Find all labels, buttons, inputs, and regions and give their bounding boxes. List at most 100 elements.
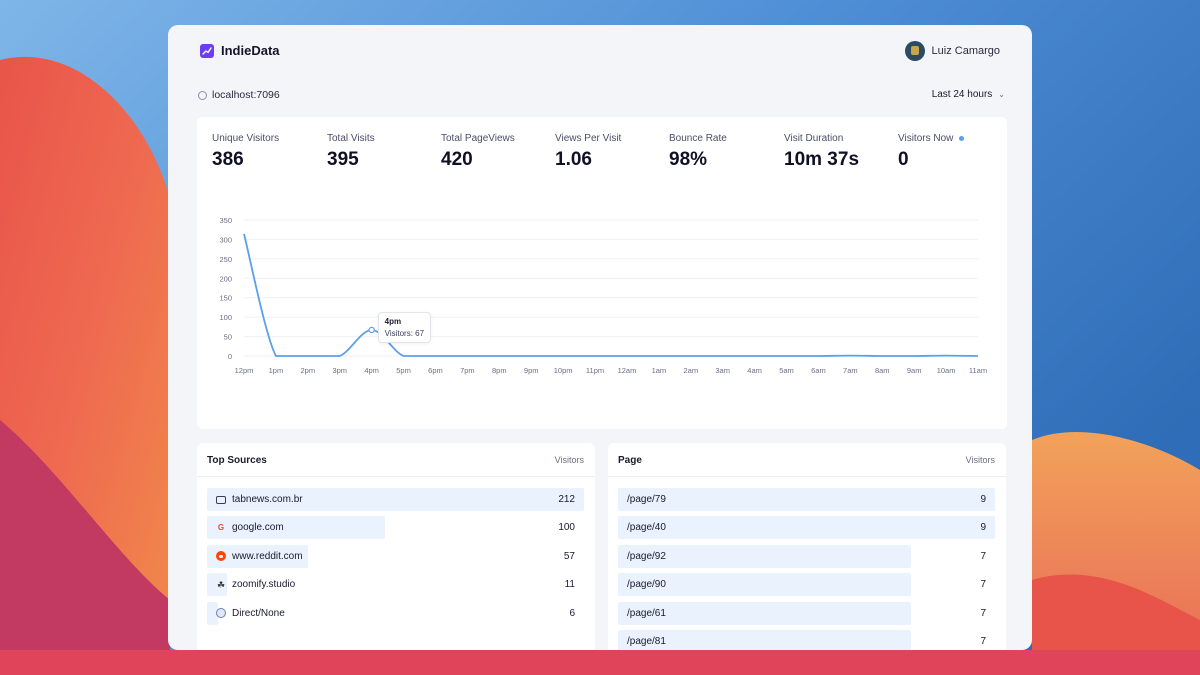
row-label: /page/61 (627, 608, 666, 619)
kpi-views-per-visit[interactable]: Views Per Visit 1.06 (555, 133, 621, 171)
list-item[interactable]: /page/79 9 (618, 488, 995, 511)
date-range-label: Last 24 hours (931, 89, 993, 100)
list-item[interactable]: ☘ zoomify.studio 11 (207, 573, 584, 597)
kpi-label: Views Per Visit (555, 133, 622, 144)
live-dot-icon (959, 136, 965, 141)
row-value: 11 (564, 579, 575, 591)
x-tick-label: 1am (652, 366, 667, 375)
site-name: localhost:7096 (212, 89, 280, 101)
list-item[interactable]: /page/92 7 (618, 544, 995, 568)
panel-title: Page (618, 455, 642, 466)
kpi-value: 98% (669, 149, 708, 170)
row-value: 100 (558, 522, 575, 534)
row-value: 7 (980, 635, 986, 647)
y-tick-label: 350 (219, 216, 232, 225)
list-item[interactable]: Direct/None 6 (207, 601, 584, 625)
stats-card: Unique Visitors 386 Total Visits 395 Tot… (197, 117, 1007, 429)
x-tick-label: 10pm (554, 366, 573, 375)
kpi-value: 395 (327, 149, 359, 170)
row-value: 212 (558, 494, 575, 505)
kpi-label-text: Visitors Now (898, 133, 954, 144)
x-tick-label: 11pm (586, 366, 604, 375)
row-label-text: /page/79 (627, 494, 666, 505)
panel-header: Page Visitors (608, 443, 1006, 477)
data-point[interactable] (368, 326, 375, 334)
kpi-unique-visitors[interactable]: Unique Visitors 386 (212, 133, 279, 171)
chevron-down-icon: ⌄ (998, 90, 1005, 99)
x-tick-label: 11am (969, 366, 987, 375)
row-bar (618, 544, 912, 568)
x-tick-label: 4pm (364, 366, 379, 375)
x-tick-label: 9pm (524, 366, 539, 375)
browser-tab-icon (216, 495, 226, 504)
list-item[interactable]: /page/61 7 (618, 601, 995, 625)
app-logo[interactable]: IndieData (200, 43, 280, 58)
row-bar (207, 601, 218, 625)
tooltip-text: Visitors: 67 (384, 328, 425, 338)
globe-icon (198, 90, 207, 100)
x-tick-label: 10am (937, 366, 956, 375)
row-bar (618, 516, 995, 540)
row-bar (618, 488, 995, 511)
list-item[interactable]: tabnews.com.br 212 (207, 488, 584, 511)
row-label: www.reddit.com (216, 551, 303, 562)
list-item[interactable]: /page/81 7 (618, 629, 995, 650)
app-window: IndieData Luiz Camargo localhost:7096 La… (168, 25, 1032, 650)
panel-column-label: Visitors (965, 455, 995, 465)
kpi-bounce-rate[interactable]: Bounce Rate 98% (669, 133, 727, 171)
row-label-text: Direct/None (232, 607, 285, 619)
x-tick-label: 1pm (269, 366, 284, 375)
list-item[interactable]: /page/90 7 (618, 573, 995, 597)
site-selector[interactable]: localhost:7096 (198, 89, 280, 101)
y-tick-label: 200 (219, 274, 232, 283)
list-item[interactable]: /page/40 9 (618, 516, 995, 540)
y-tick-label: 300 (219, 235, 232, 244)
kpi-visitors-now[interactable]: Visitors Now 0 (898, 133, 965, 171)
row-bar (207, 544, 309, 568)
google-icon: G (217, 522, 225, 532)
kpi-total-pageviews[interactable]: Total PageViews 420 (441, 133, 515, 171)
row-label-text: /page/90 (627, 579, 666, 591)
kpi-visit-duration[interactable]: Visit Duration 10m 37s (784, 133, 859, 171)
user-menu[interactable]: Luiz Camargo (904, 41, 1000, 61)
row-bar (618, 573, 912, 597)
visitors-line-chart: 0 50 100 150 200 250 300 350 12pm 1pm 2pm 3pm 4pm 5pm… (219, 216, 987, 375)
avatar[interactable] (904, 41, 925, 61)
x-tick-label: 5pm (396, 366, 411, 375)
row-label-text: /page/61 (627, 607, 666, 619)
kpi-value: 0 (898, 149, 909, 170)
x-tick-label: 6pm (428, 366, 443, 375)
row-bar (207, 516, 385, 540)
y-tick-label: 0 (228, 352, 232, 361)
kpi-total-visits[interactable]: Total Visits 395 (327, 133, 375, 171)
kpi-value: 10m 37s (784, 149, 860, 170)
x-tick-label: 3am (715, 366, 730, 375)
x-tick-label: 2am (683, 366, 698, 375)
row-value: 57 (563, 550, 575, 562)
row-value: 9 (980, 522, 986, 534)
kpi-label: Total PageViews (441, 133, 515, 144)
x-tick-label: 9am (907, 366, 922, 375)
row-label: /page/79 (627, 494, 666, 505)
tooltip-title: 4pm (384, 316, 402, 326)
panel-column-label: Visitors (554, 455, 584, 465)
date-range-dropdown[interactable]: Last 24 hours ⌄ (932, 89, 1005, 100)
reddit-icon (216, 551, 226, 562)
x-tick-label: 5am (779, 366, 794, 375)
row-label: /page/92 (627, 551, 666, 562)
x-tick-label: 7am (843, 366, 858, 375)
chart-logo-icon (200, 43, 214, 58)
row-value: 9 (980, 494, 986, 505)
chart-tooltip: 4pm Visitors: 67 (377, 311, 432, 343)
x-tick-label: 7pm (460, 366, 475, 375)
row-bar (618, 601, 912, 625)
x-tick-label: 12pm (235, 366, 254, 375)
row-label-text: /page/40 (627, 522, 666, 534)
row-label-text: google.com (232, 522, 284, 534)
list-item[interactable]: www.reddit.com 57 (207, 544, 584, 568)
x-tick-label: 8pm (492, 366, 507, 375)
